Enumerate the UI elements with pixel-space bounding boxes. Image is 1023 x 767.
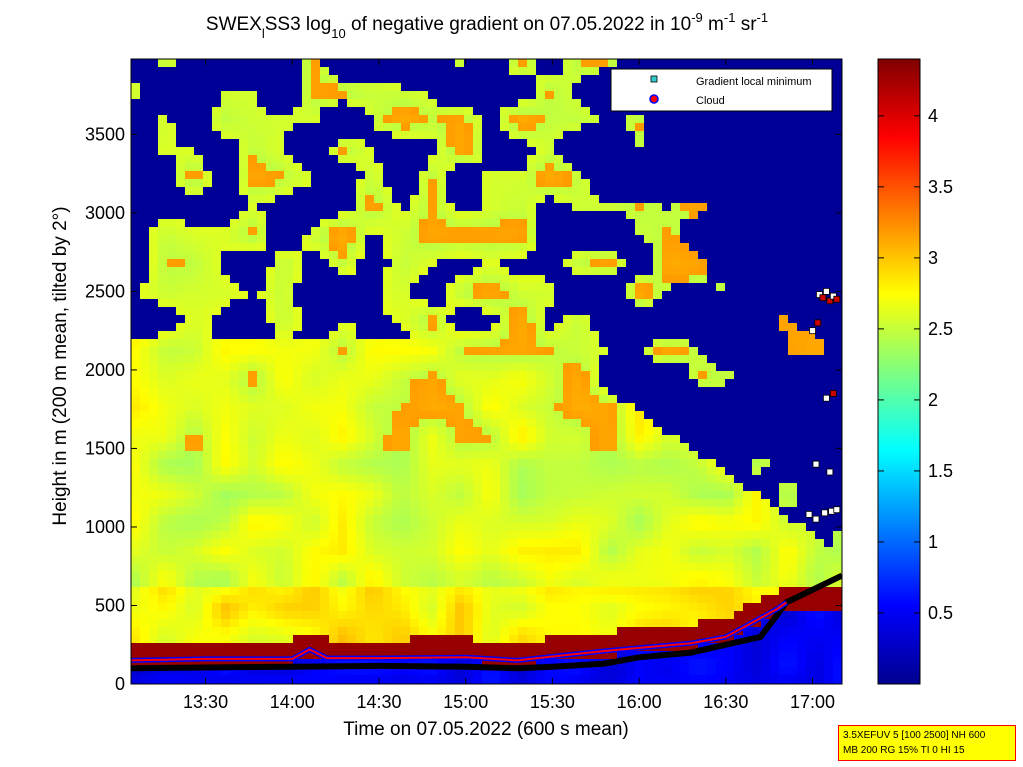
x-tick-label: 14:00	[270, 692, 315, 712]
info-box-line2: MB 200 RG 15% TI 0 HI 15	[843, 745, 965, 756]
plot-frame	[130, 58, 843, 685]
marker-point	[805, 511, 813, 518]
colorbar-tick-label: 3	[928, 248, 938, 268]
marker-point	[809, 327, 816, 335]
cloud-line	[131, 601, 788, 662]
marker-point	[829, 390, 837, 397]
marker-point	[821, 509, 829, 517]
x-axis-label: Time on 07.05.2022 (600 s mean)	[343, 719, 629, 740]
legend-marker-cloud	[649, 94, 659, 104]
gradient-minimum-line	[131, 572, 842, 672]
marker-point	[822, 394, 830, 402]
colorbar-tick-label: 2	[928, 390, 938, 410]
colorbar-tick-label: 1.5	[928, 461, 953, 481]
marker-point	[826, 297, 834, 305]
marker-point	[812, 460, 820, 468]
colorbar-tick-label: 0.5	[928, 603, 953, 623]
legend-label-cloud: Cloud	[696, 95, 725, 107]
heatmap-field	[131, 59, 842, 684]
info-box-line1: 3.5XEFUV 5 [100 2500] NH 600	[843, 730, 986, 741]
x-axis: 13:30 14:00 14:30 15:00 15:30 16:00 16:30 17:00	[183, 59, 835, 712]
y-tick-label: 2500	[85, 281, 125, 301]
y-tick-label: 1500	[85, 438, 125, 458]
info-box: 3.5XEFUV 5 [100 2500] NH 600 MB 200 RG 1…	[838, 725, 1016, 761]
marker-point	[812, 515, 820, 523]
y-tick-label: 3000	[85, 203, 125, 223]
y-tick-label: 3500	[85, 124, 125, 144]
colorbar-tick-label: 2.5	[928, 319, 953, 339]
marker-point	[826, 468, 834, 476]
y-tick-label: 0	[115, 674, 125, 694]
x-tick-label: 17:00	[790, 692, 835, 712]
chart-title: SWEXlSS3 log10 of negative gradient on 0…	[206, 10, 768, 41]
x-tick-label: 16:00	[617, 692, 662, 712]
marker-point	[833, 295, 841, 303]
colorbar-tick-label: 4	[928, 106, 938, 126]
x-tick-label: 14:30	[356, 692, 401, 712]
marker-point	[822, 288, 830, 295]
legend: Gradient local minimum Cloud	[610, 68, 833, 112]
marker-point	[819, 294, 827, 302]
y-tick-label: 500	[95, 595, 125, 615]
x-tick-label: 13:30	[183, 692, 228, 712]
y-tick-label: 1000	[85, 517, 125, 537]
colorbar: 0.5 1 1.5 2 2.5 3 3.5 4	[877, 58, 953, 685]
overlay-lines	[131, 288, 842, 672]
legend-marker-gradient-minimum	[650, 75, 658, 83]
y-axis-label: Height in m (200 m mean, tilted by 2°)	[50, 206, 71, 525]
legend-label-gradient-minimum: Gradient local minimum	[696, 76, 812, 88]
x-tick-label: 15:30	[530, 692, 575, 712]
y-tick-label: 2000	[85, 360, 125, 380]
x-tick-label: 15:00	[443, 692, 488, 712]
x-tick-label: 16:30	[703, 692, 748, 712]
marker-point	[833, 506, 841, 514]
marker-point	[814, 319, 822, 327]
colorbar-tick-label: 3.5	[928, 177, 953, 197]
colorbar-tick-label: 1	[928, 532, 938, 552]
y-axis: 0 500 1000 1500 2000 2500 3000 3500	[85, 124, 842, 694]
